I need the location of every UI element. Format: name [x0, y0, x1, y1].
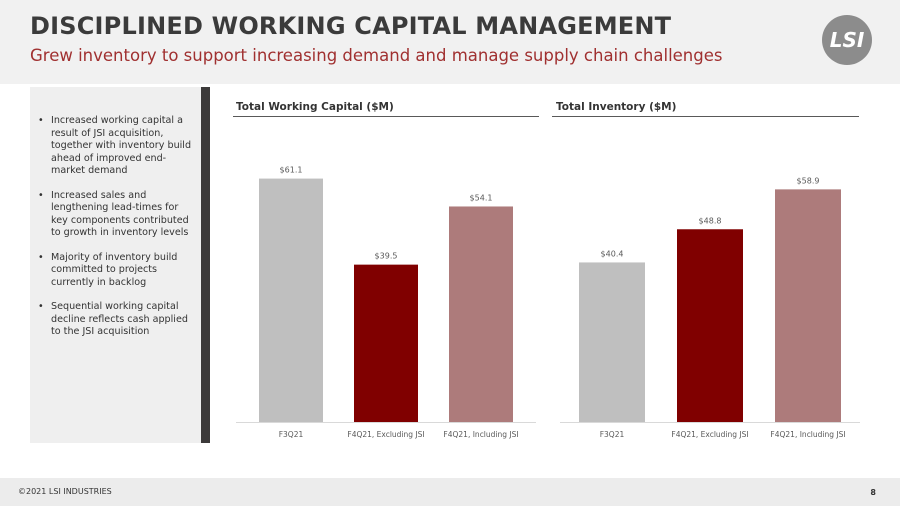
inventory-chart: $40.4 F3Q21 $48.8 F4Q21, Excluding JSI $58.9…	[560, 176, 860, 439]
sidebar-panel: Increased working capital a result of JS…	[30, 87, 201, 443]
category-label: F4Q21, Including JSI	[770, 430, 845, 439]
category-label: F3Q21	[279, 430, 304, 439]
chart-title-inventory: Total Inventory ($M)	[556, 101, 677, 113]
data-label: $58.9	[797, 176, 820, 185]
page-title: DISCIPLINED WORKING CAPITAL MANAGEMENT	[30, 12, 672, 40]
chart-title-working-capital: Total Working Capital ($M)	[236, 101, 394, 113]
chart-title-rule	[233, 116, 539, 117]
category-label: F4Q21, Excluding JSI	[671, 430, 748, 439]
category-label: F3Q21	[600, 430, 625, 439]
bullet-item: Increased working capital a result of JS…	[38, 115, 196, 178]
bar	[259, 178, 323, 422]
data-label: $39.5	[375, 252, 398, 261]
lsi-logo: LSI	[822, 15, 872, 65]
page-subtitle: Grew inventory to support increasing dem…	[30, 46, 723, 65]
category-label: F4Q21, Excluding JSI	[347, 430, 424, 439]
bar	[775, 189, 841, 422]
bar	[354, 264, 418, 422]
slide-header: DISCIPLINED WORKING CAPITAL MANAGEMENT G…	[0, 0, 900, 84]
page-number: 8	[870, 488, 876, 497]
bar	[579, 262, 645, 422]
sidebar-divider	[201, 87, 210, 443]
bar	[449, 206, 513, 422]
bullet-item: Majority of inventory build committed to…	[38, 252, 196, 290]
bullet-item: Increased sales and lengthening lead-tim…	[38, 190, 196, 240]
category-label: F4Q21, Including JSI	[443, 430, 518, 439]
slide-footer: ©2021 LSI INDUSTRIES 8	[0, 478, 900, 506]
bar	[677, 229, 743, 422]
bullet-item: Sequential working capital decline refle…	[38, 301, 196, 339]
logo-text: LSI	[830, 28, 865, 52]
copyright-text: ©2021 LSI INDUSTRIES	[18, 487, 112, 496]
data-label: $48.8	[699, 216, 722, 225]
data-label: $54.1	[470, 193, 493, 202]
chart-title-rule	[552, 116, 859, 117]
data-label: $40.4	[601, 249, 624, 258]
data-label: $61.1	[280, 166, 303, 175]
bullet-list: Increased working capital a result of JS…	[38, 115, 196, 351]
working-capital-chart: $61.1 F3Q21 $39.5 F4Q21, Excluding JSI $54.1…	[236, 166, 536, 439]
